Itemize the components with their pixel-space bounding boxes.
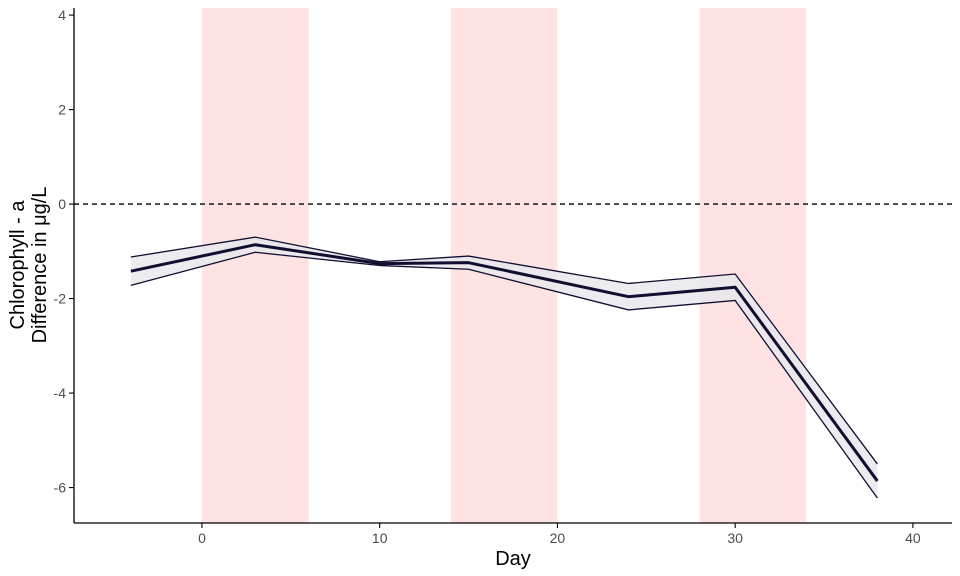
x-tick-label: 10 — [372, 530, 388, 546]
tick-labels: 0 10 20 30 40 -6 -4 -2 0 2 4 — [54, 7, 921, 546]
y-tick-label: 4 — [58, 7, 66, 23]
x-tick-label: 30 — [727, 530, 743, 546]
x-axis-title: Day — [495, 548, 531, 570]
y-axis-title: Chlorophyll - a Difference in μg/L — [7, 187, 51, 344]
lower-bound-line-1 — [130, 251, 878, 499]
axes — [69, 8, 952, 528]
mean-line-1 — [130, 243, 879, 482]
series-lines — [130, 236, 879, 499]
y-tick-label: -4 — [54, 385, 67, 401]
y-axis-title-line-2: Difference in μg/L — [29, 187, 51, 344]
ribbon-area-1 — [130, 237, 878, 498]
y-tick-label: -2 — [54, 291, 67, 307]
upper-bound-line-1 — [130, 236, 878, 465]
confidence-band — [130, 237, 878, 498]
x-tick-label: 20 — [550, 530, 566, 546]
x-tick-label: 0 — [198, 530, 206, 546]
y-tick-label: 2 — [58, 102, 66, 118]
y-tick-label: 0 — [58, 196, 66, 212]
x-tick-label: 40 — [905, 530, 921, 546]
shaded-period-3 — [699, 8, 807, 523]
y-axis-title-line-1: Chlorophyll - a — [7, 200, 29, 330]
shaded-period-1 — [201, 8, 309, 523]
y-tick-label: -6 — [54, 480, 67, 496]
